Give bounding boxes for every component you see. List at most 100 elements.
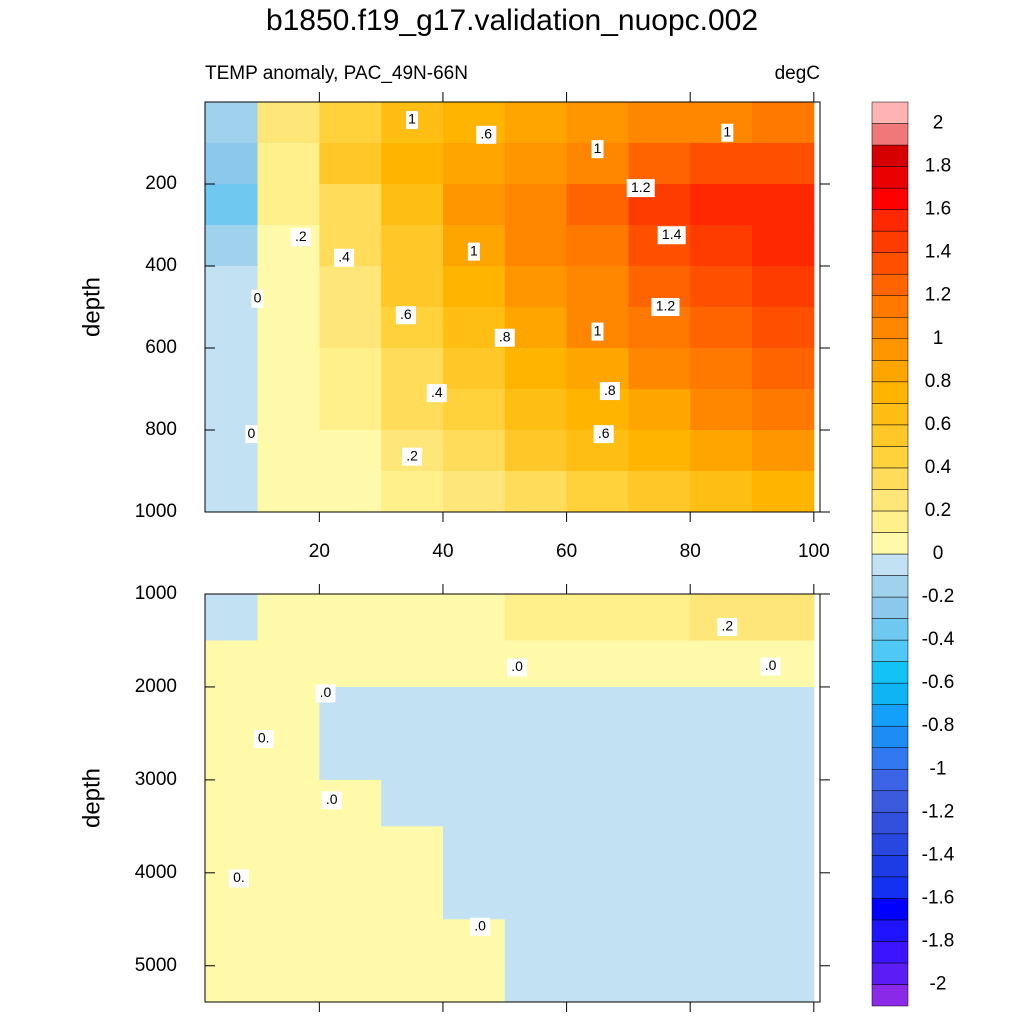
contour-cell <box>690 733 753 781</box>
contour-cell <box>690 348 753 390</box>
contour-label: .6 <box>480 126 492 142</box>
contour-cell <box>319 594 382 641</box>
contour-cell <box>442 779 506 827</box>
colorbar-box <box>871 403 909 426</box>
contour-cell <box>381 143 444 185</box>
contour-label-bg <box>334 248 355 267</box>
contour-cell <box>752 225 815 267</box>
contour-cell <box>628 389 691 431</box>
colorbar-box <box>871 790 909 813</box>
contour-label-bg <box>657 226 686 245</box>
contour-label: 1 <box>723 123 731 139</box>
contour-cell <box>504 184 568 226</box>
contour-label-bg <box>593 425 614 444</box>
contour-cell <box>381 348 444 390</box>
contour-cell <box>442 266 506 308</box>
colorbar-tick-label: 1.4 <box>925 242 952 263</box>
contour-label-bg <box>717 617 738 636</box>
contour-label: 1 <box>594 140 602 156</box>
contour-label: 0. <box>258 730 270 746</box>
contour-cell <box>257 965 320 1002</box>
contour-cell <box>381 225 444 267</box>
contour-cell <box>319 872 382 920</box>
contour-label-bg <box>467 242 480 261</box>
contour-cell <box>381 965 444 1002</box>
contour-cell <box>319 143 382 185</box>
colorbar-box <box>871 984 909 1007</box>
colorbar-tick-label: 2 <box>933 113 944 134</box>
contour-cell <box>752 965 815 1002</box>
contour-cell <box>381 640 444 688</box>
contour-cell <box>442 430 506 472</box>
colorbar-box <box>871 532 909 555</box>
contour-cell <box>504 733 568 781</box>
contour-cell <box>752 919 815 967</box>
colorbar-box <box>871 446 909 469</box>
contour-cell <box>205 965 259 1002</box>
contour-cell <box>257 872 320 920</box>
contour-cell <box>257 307 320 349</box>
contour-cell <box>504 471 568 512</box>
colorbar-box <box>871 553 909 576</box>
contour-cell <box>381 779 444 827</box>
contour-cell <box>566 266 629 308</box>
contour-cell <box>628 919 691 967</box>
contour-cell <box>504 965 568 1002</box>
contour-label: .4 <box>338 249 350 265</box>
contour-cell <box>257 389 320 431</box>
contour-cell <box>752 686 815 734</box>
contour-cell <box>257 640 320 688</box>
contour-cell <box>690 471 753 512</box>
contour-cell <box>752 143 815 185</box>
contour-label-bg <box>402 447 423 466</box>
y-tick-label: 400 <box>145 255 177 276</box>
y-tick-label: 3000 <box>135 769 177 790</box>
contour-label-bg <box>315 684 336 703</box>
contour-cell <box>690 826 753 874</box>
contour-cell <box>442 872 506 920</box>
contour-cell <box>257 471 320 512</box>
contour-cell <box>257 266 320 308</box>
contour-cell <box>566 733 629 781</box>
colorbar-tick-label: -1.2 <box>922 801 955 822</box>
contour-cell <box>205 686 259 734</box>
contour-cell <box>690 184 753 226</box>
contour-cell <box>257 686 320 734</box>
contour-cell <box>504 430 568 472</box>
colorbar-box <box>871 941 909 964</box>
contour-cell <box>319 389 382 431</box>
contour-cell <box>504 826 568 874</box>
colorbar-tick-label: 0.4 <box>925 457 952 478</box>
contour-cell <box>504 872 568 920</box>
contour-label: .0 <box>320 684 332 700</box>
contour-cell <box>628 430 691 472</box>
contour-cell <box>690 225 753 267</box>
colorbar-box <box>871 898 909 921</box>
contour-label: 1 <box>470 242 478 258</box>
y-tick-label: 4000 <box>135 862 177 883</box>
contour-cell <box>628 348 691 390</box>
contour-cell <box>690 965 753 1002</box>
contour-label: 1.2 <box>631 179 651 195</box>
contour-cell <box>628 733 691 781</box>
contour-cell <box>205 102 259 144</box>
colorbar-tick-label: 0 <box>933 543 944 564</box>
contour-cell <box>205 640 259 688</box>
contour-label: 1.2 <box>656 298 676 314</box>
contour-cell <box>442 184 506 226</box>
contour-cell <box>442 594 506 641</box>
contour-label: .6 <box>598 425 610 441</box>
colorbar-box <box>871 360 909 383</box>
contour-label-bg <box>591 140 604 159</box>
subtitle-left: TEMP anomaly, PAC_49N-66N <box>205 63 468 84</box>
contour-cell <box>628 143 691 185</box>
colorbar-box <box>871 123 909 146</box>
contour-cell <box>205 266 259 308</box>
contour-label: 0. <box>233 869 245 885</box>
y-tick-label: 1000 <box>135 501 177 522</box>
contour-cell <box>205 225 259 267</box>
contour-label: 0 <box>247 425 255 441</box>
colorbar-tick-label: 1 <box>933 328 944 349</box>
contour-cell <box>628 965 691 1002</box>
